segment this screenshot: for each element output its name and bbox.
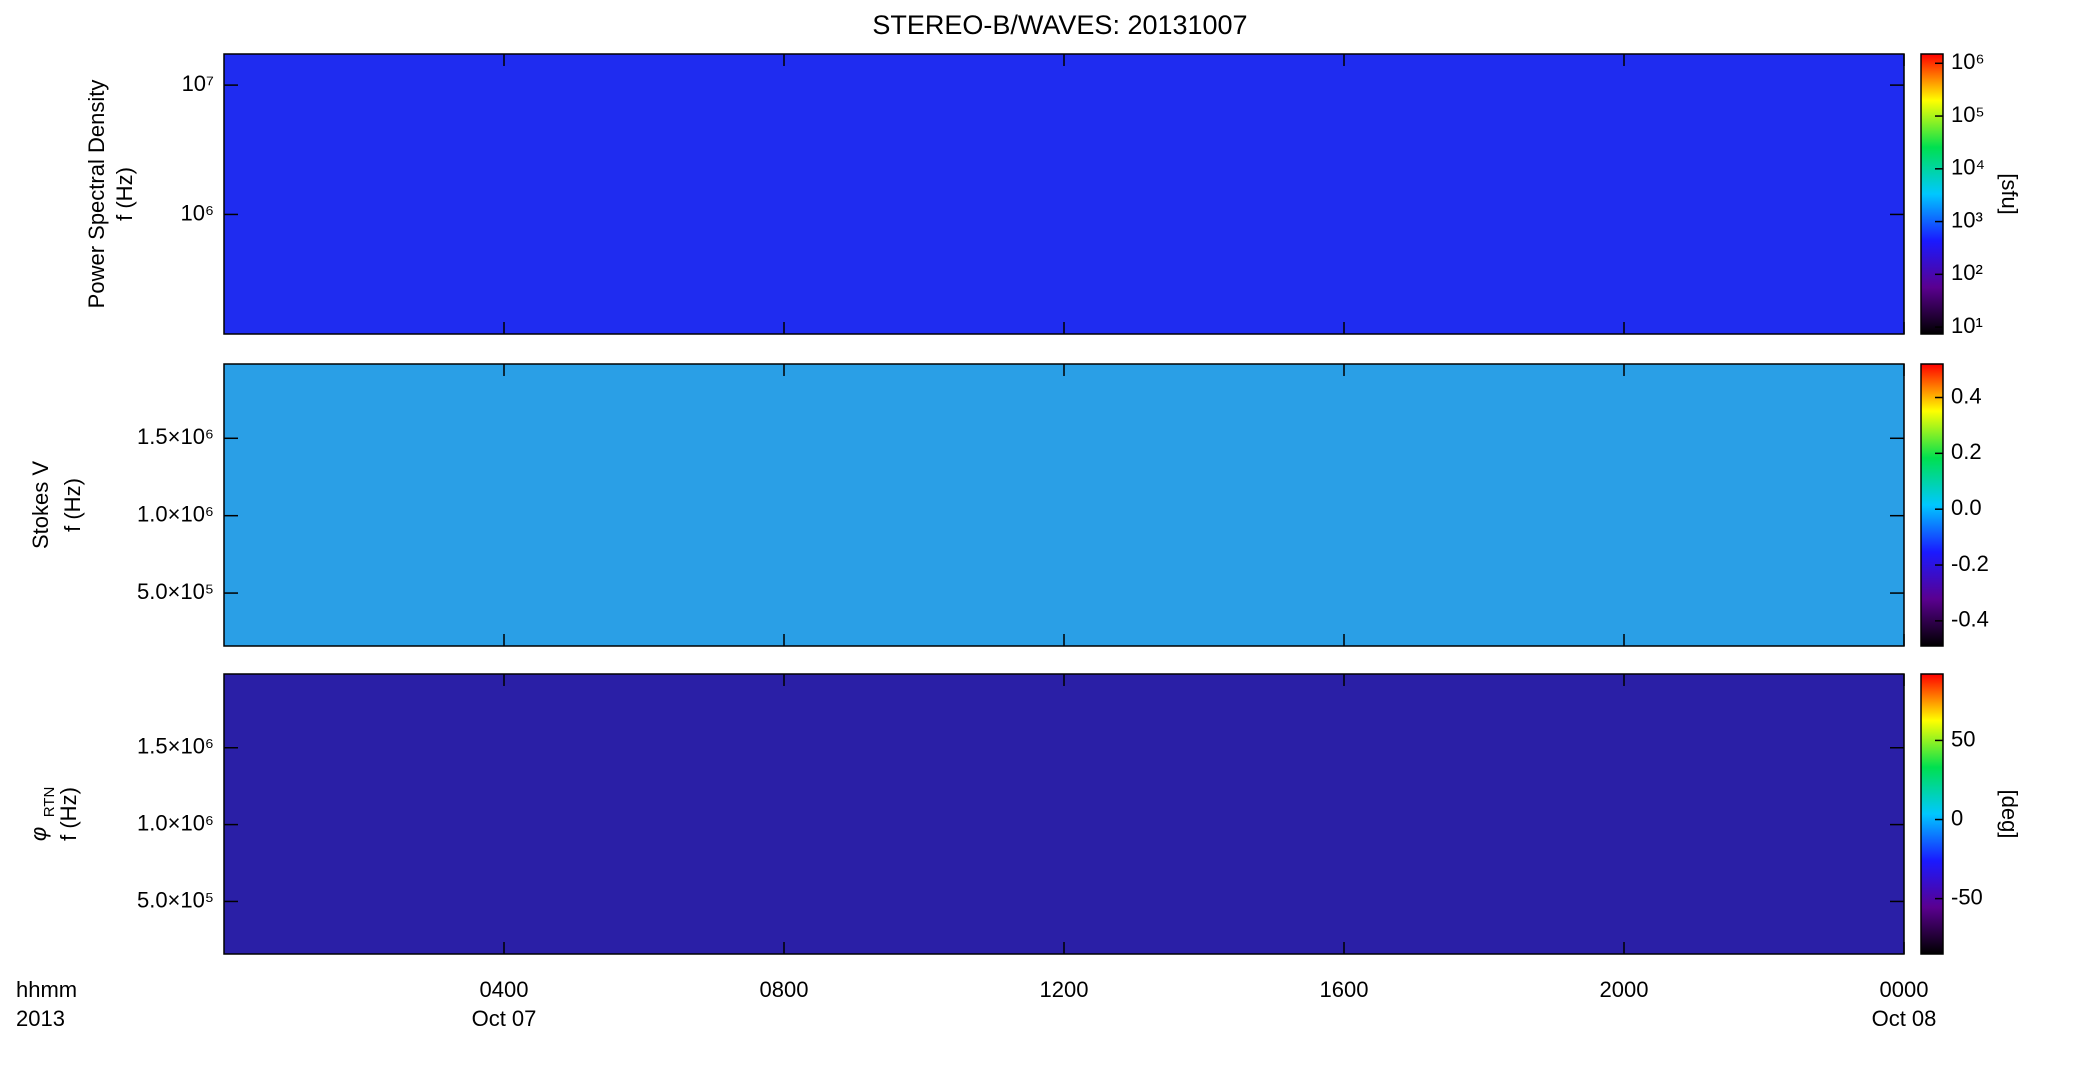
colorbar [1920, 53, 1944, 335]
colorbar-tick-label: -50 [1951, 884, 1983, 909]
y-axis-label: φ [26, 827, 51, 841]
colorbar-tick-label: 0.4 [1951, 383, 1982, 408]
y-axis-label: Stokes V [28, 461, 53, 549]
x-tick-label: 1200 [1040, 977, 1089, 1002]
colorbar-tick-label: 50 [1951, 726, 1975, 751]
y-axis-label: Power Spectral Density [84, 80, 109, 309]
colorbar [1920, 673, 1944, 955]
chart-title: STEREO-B/WAVES: 20131007 [872, 10, 1247, 40]
spectrogram-field [224, 674, 1904, 954]
y-axis-unit: f (Hz) [56, 787, 81, 841]
y-axis-label-sub: RTN [41, 787, 58, 818]
y-axis-unit: f (Hz) [60, 478, 85, 532]
colorbar-tick-label: 0.0 [1951, 495, 1982, 520]
spectrogram-field [224, 54, 1904, 334]
x-tick-label: 1600 [1320, 977, 1369, 1002]
colorbar-tick-label: 10² [1951, 260, 1983, 285]
x-tick-label: 0400 [480, 977, 529, 1002]
colorbar-tick-label: 10⁴ [1951, 155, 1985, 180]
colorbar-tick-label: 10¹ [1951, 313, 1983, 338]
y-tick-label: 10⁷ [182, 71, 214, 96]
colorbar-tick-label: 10³ [1951, 207, 1983, 232]
x-tick-label: 0000 [1880, 977, 1929, 1002]
x-unit-label: hhmm [16, 977, 77, 1002]
y-tick-label: 1.5×10⁶ [137, 734, 214, 759]
colorbar-tick-label: 10⁵ [1951, 102, 1985, 127]
x-date-label: Oct 07 [472, 1006, 537, 1031]
y-tick-label: 5.0×10⁵ [137, 887, 214, 912]
colorbar-tick-label: 0 [1951, 805, 1963, 830]
y-axis-unit: f (Hz) [112, 167, 137, 221]
x-date-label: Oct 08 [1872, 1006, 1937, 1031]
colorbar-tick-label: -0.4 [1951, 607, 1989, 632]
colorbar-label: [sfu] [1997, 173, 2022, 215]
y-tick-label: 1.0×10⁶ [137, 810, 214, 835]
year-label: 2013 [16, 1006, 65, 1031]
colorbar-tick-label: 0.2 [1951, 439, 1982, 464]
y-tick-label: 1.5×10⁶ [137, 424, 214, 449]
y-tick-label: 5.0×10⁵ [137, 579, 214, 604]
spectrogram-field [224, 364, 1904, 646]
colorbar-label: [deg] [1997, 790, 2022, 839]
y-tick-label: 10⁶ [180, 200, 214, 225]
colorbar-tick-label: -0.2 [1951, 551, 1989, 576]
x-tick-label: 0800 [760, 977, 809, 1002]
x-tick-label: 2000 [1600, 977, 1649, 1002]
y-tick-label: 1.0×10⁶ [137, 501, 214, 526]
colorbar [1920, 363, 1944, 647]
colorbar-tick-label: 10⁶ [1951, 49, 1985, 74]
